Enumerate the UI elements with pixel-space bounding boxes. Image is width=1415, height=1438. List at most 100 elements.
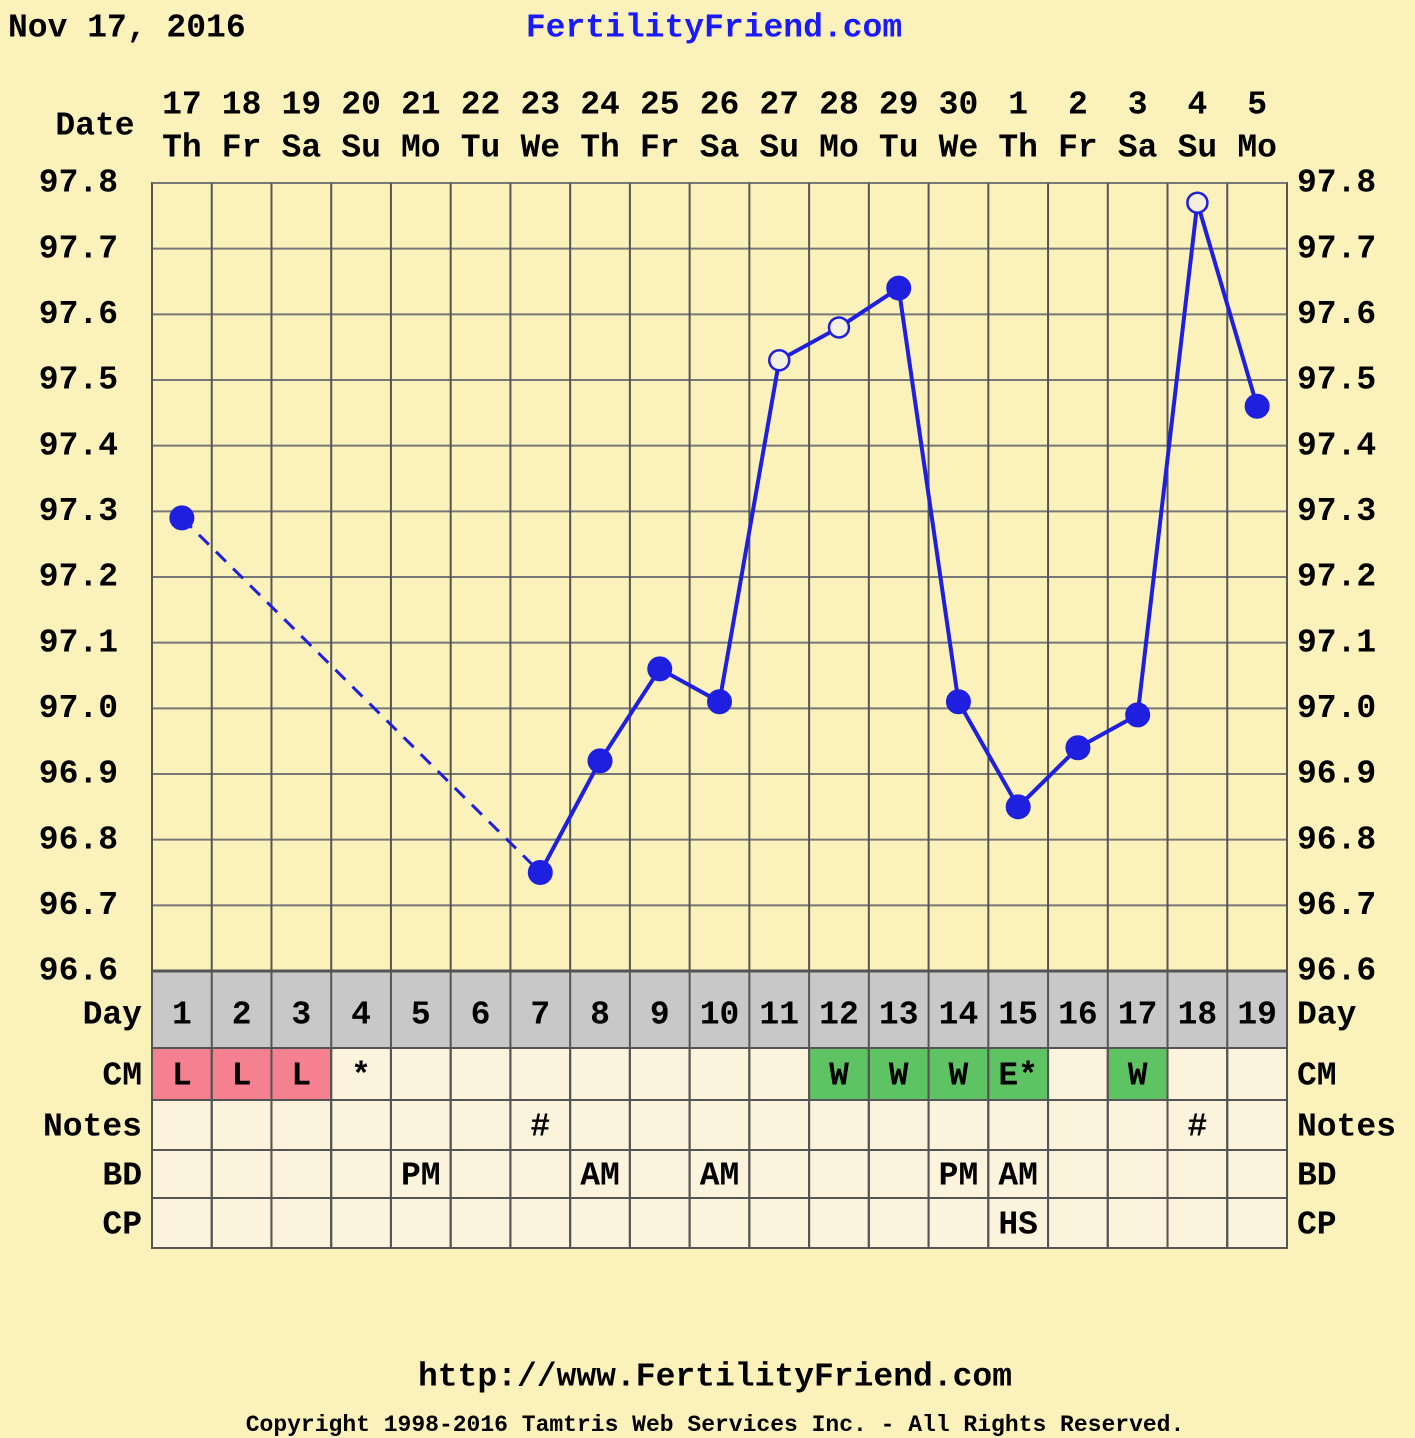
cell-text: AM <box>580 1158 620 1195</box>
date-label: 5 <box>1247 87 1267 124</box>
cell <box>1047 1099 1109 1151</box>
row-label: CP <box>1297 1207 1337 1244</box>
day-number: 9 <box>650 997 670 1034</box>
cell <box>808 1197 870 1249</box>
cell-text: E* <box>998 1058 1038 1095</box>
y-tick-label: 96.8 <box>39 821 118 858</box>
temp-point <box>945 689 971 715</box>
y2-tick-label: 97.0 <box>1297 690 1376 727</box>
day-number: 5 <box>411 997 431 1034</box>
footer-url: http://www.FertilityFriend.com <box>418 1359 1012 1396</box>
y2-tick-label: 97.1 <box>1297 624 1376 661</box>
day-row <box>152 971 1287 1048</box>
day-number: 4 <box>351 997 371 1034</box>
date-label: 26 <box>700 87 740 124</box>
day-number: 13 <box>879 997 919 1034</box>
cell-text: AM <box>700 1158 740 1195</box>
temp-point <box>527 860 553 885</box>
cell <box>151 1197 213 1249</box>
cell <box>569 1047 631 1101</box>
cell <box>1166 1149 1229 1199</box>
y-tick-label: 97.0 <box>39 690 118 727</box>
day-number: 1 <box>172 997 192 1034</box>
cell <box>1226 1047 1289 1101</box>
day-number: 14 <box>939 997 979 1034</box>
day-number: 19 <box>1237 997 1277 1034</box>
weekday-label: Fr <box>640 130 680 167</box>
cell <box>987 1099 1050 1151</box>
cell <box>628 1099 691 1151</box>
y-tick-label: 96.7 <box>39 887 118 924</box>
cell <box>151 1099 213 1151</box>
day-number: 3 <box>291 997 311 1034</box>
cell <box>569 1149 631 1199</box>
cell <box>449 1197 512 1249</box>
date-label: 20 <box>341 87 381 124</box>
date-label: 27 <box>759 87 799 124</box>
temp-point <box>1065 735 1091 761</box>
date-label: 24 <box>580 87 620 124</box>
cell <box>867 1047 930 1101</box>
y-tick-label: 97.4 <box>39 427 118 464</box>
date-label: 21 <box>401 87 441 124</box>
weekday-label: We <box>520 130 560 167</box>
date-label: 1 <box>1008 87 1028 124</box>
cell <box>270 1197 333 1249</box>
y2-tick-label: 97.3 <box>1297 493 1376 530</box>
cell <box>569 1197 631 1249</box>
day-number: 17 <box>1118 997 1158 1034</box>
weekday-label: Su <box>1178 130 1218 167</box>
cell <box>808 1099 870 1151</box>
y2-tick-label: 97.7 <box>1297 230 1376 267</box>
weekday-label: Th <box>162 130 202 167</box>
y2-tick-label: 97.2 <box>1297 559 1376 596</box>
temp-point <box>1244 393 1270 419</box>
weekday-label: Th <box>998 130 1038 167</box>
y-tick-label: 97.5 <box>39 362 118 399</box>
weekday-label: Fr <box>1058 130 1098 167</box>
cell <box>748 1047 811 1101</box>
cell <box>509 1099 572 1151</box>
day-label: Day <box>1297 997 1357 1034</box>
row-label: CM <box>102 1058 142 1095</box>
weekday-label: Th <box>580 130 620 167</box>
cell <box>389 1197 452 1249</box>
cell <box>449 1099 512 1151</box>
cell-text: HS <box>998 1207 1038 1244</box>
date-label: 22 <box>461 87 501 124</box>
temp-point <box>587 748 613 774</box>
cell-text: W <box>1128 1058 1148 1095</box>
y-tick-label: 97.2 <box>39 559 118 596</box>
y2-tick-label: 97.6 <box>1297 296 1376 333</box>
weekday-label: Mo <box>819 130 859 167</box>
day-number: 12 <box>819 997 859 1034</box>
weekday-label: Su <box>341 130 381 167</box>
gap-line <box>180 516 542 874</box>
y2-tick-label: 96.8 <box>1297 821 1376 858</box>
cell <box>1047 1149 1109 1199</box>
y-tick-label: 97.3 <box>39 493 118 530</box>
row-label: BD <box>102 1158 142 1195</box>
temp-point <box>886 275 912 301</box>
cell <box>748 1149 811 1199</box>
cell-text: AM <box>998 1158 1038 1195</box>
cell <box>1166 1047 1229 1101</box>
row-label: Notes <box>1297 1109 1396 1146</box>
date-label: 29 <box>879 87 919 124</box>
weekday-label: Tu <box>461 130 501 167</box>
cell <box>449 1047 512 1101</box>
day-number: 15 <box>998 997 1038 1034</box>
y-tick-label: 96.6 <box>39 953 118 990</box>
weekday-label: Fr <box>222 130 262 167</box>
cell <box>867 1197 930 1249</box>
cell-text: # <box>1187 1109 1207 1146</box>
cell <box>330 1149 392 1199</box>
cell <box>210 1047 273 1101</box>
cell <box>867 1149 930 1199</box>
y-tick-label: 96.9 <box>39 756 118 793</box>
day-number: 11 <box>759 997 799 1034</box>
cell <box>987 1047 1050 1101</box>
cell <box>330 1047 392 1101</box>
site-name: FertilityFriend.com <box>526 10 902 47</box>
cell <box>1047 1047 1109 1101</box>
